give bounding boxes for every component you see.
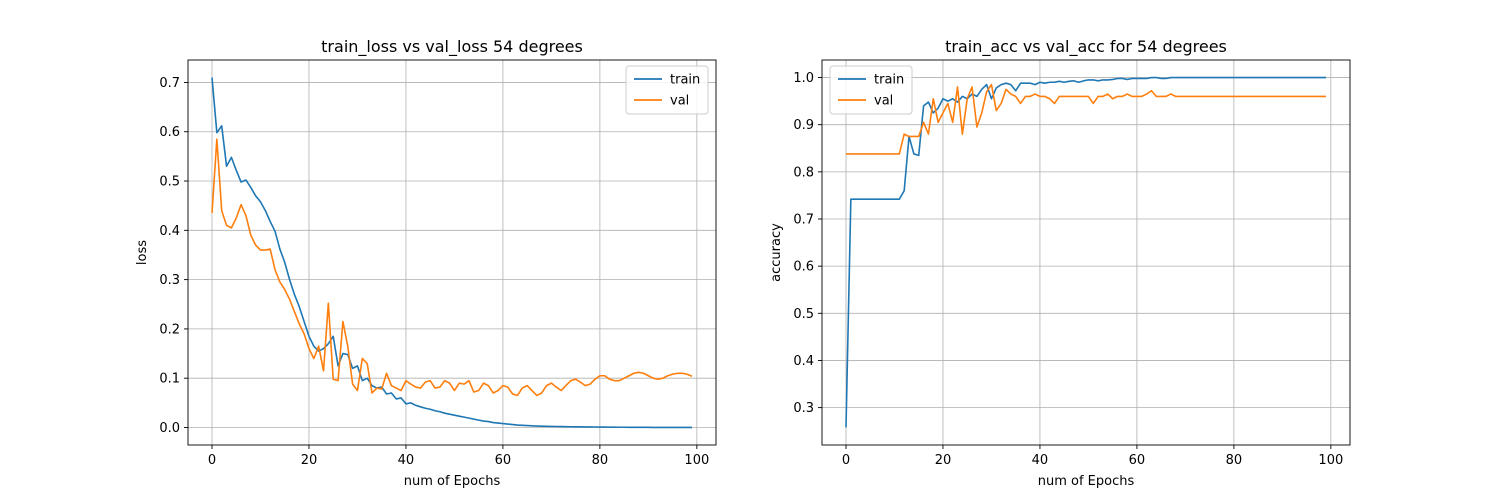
plot-frame [821, 59, 1351, 446]
x-tick-label: 0 [842, 453, 850, 468]
series-line-train [211, 77, 692, 429]
y-tick-label: 0.3 [159, 273, 180, 288]
chart-title: train_loss vs val_loss 54 degrees [321, 37, 583, 57]
series-line-val [211, 138, 693, 397]
y-tick-label: 0.1 [159, 372, 180, 387]
plot-frame [187, 59, 717, 446]
legend-label-val: val [670, 94, 689, 109]
y-tick-label: 0.2 [159, 322, 180, 337]
x-tick-label: 60 [495, 453, 512, 468]
x-tick-label: 100 [1318, 453, 1343, 468]
x-axis-label: num of Epochs [1038, 474, 1135, 489]
y-tick-label: 1.0 [793, 71, 814, 86]
x-tick-label: 80 [592, 453, 609, 468]
chart-title: train_acc vs val_acc for 54 degrees [945, 37, 1227, 57]
x-tick-label: 40 [1032, 453, 1049, 468]
legend-label-train: train [874, 73, 904, 88]
x-tick-label: 60 [1129, 453, 1146, 468]
series-line-train [845, 76, 1326, 428]
x-tick-label: 0 [208, 453, 216, 468]
x-tick-label: 20 [935, 453, 952, 468]
y-tick-label: 0.5 [159, 175, 180, 190]
y-axis-label: loss [135, 240, 150, 265]
x-axis-label: num of Epochs [404, 474, 501, 489]
subplot-1: 0 20 40 60 80 100 0.0 0.1 0.2 0.3 0.4 0.5 0.6 0.7 trai… [135, 37, 717, 489]
legend-label-train: train [670, 73, 700, 88]
legend-box [625, 65, 709, 115]
y-tick-label: 0.3 [793, 401, 814, 416]
x-tick-label: 80 [1226, 453, 1243, 468]
subplot-2: 0 20 40 60 80 100 0.3 0.4 0.5 0.6 0.7 0.8 0.9 1.0 trai… [769, 37, 1351, 489]
y-tick-label: 0.7 [159, 76, 180, 91]
series-line-val [846, 83, 1326, 155]
legend-label-val: val [874, 94, 893, 109]
legend: train val [625, 65, 709, 115]
y-tick-label: 0.5 [793, 307, 814, 322]
y-tick-label: 0.6 [793, 260, 814, 275]
x-tick-label: 40 [398, 453, 415, 468]
x-tick-label: 100 [684, 453, 709, 468]
legend: train val [829, 65, 913, 115]
y-tick-label: 0.4 [793, 354, 814, 369]
y-axis-label: accuracy [769, 223, 784, 282]
y-tick-label: 0.0 [159, 421, 180, 436]
y-tick-label: 0.6 [159, 125, 180, 140]
y-tick-label: 0.9 [793, 118, 814, 133]
y-tick-label: 0.4 [159, 224, 180, 239]
y-tick-label: 0.8 [793, 165, 814, 180]
y-tick-label: 0.7 [793, 212, 814, 227]
x-tick-label: 20 [301, 453, 318, 468]
legend-box [829, 65, 913, 115]
